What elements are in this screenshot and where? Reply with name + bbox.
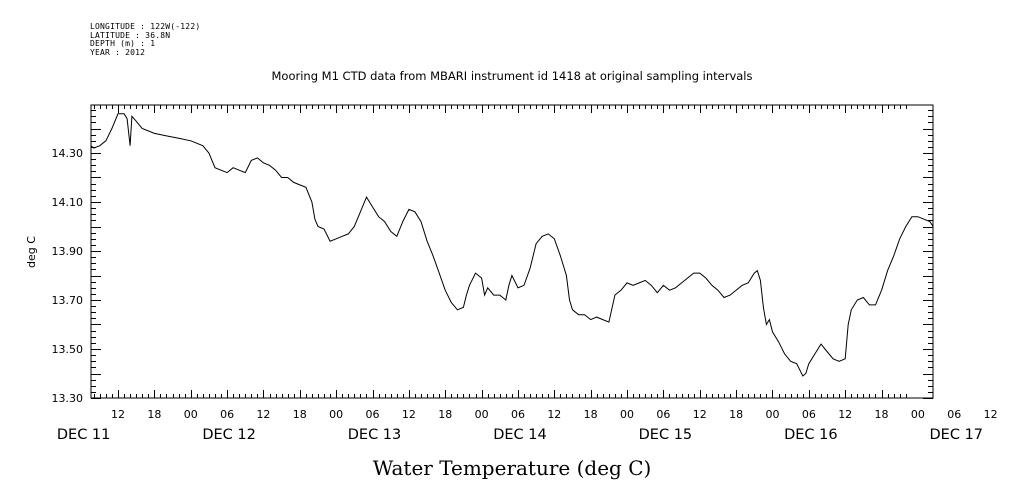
chart-title: Mooring M1 CTD data from MBARI instrumen… [272,69,753,83]
x-tick-label: 18 [293,408,307,421]
x-tick-label: 12 [693,408,707,421]
series-line [90,113,934,377]
x-tick-label: 06 [947,408,961,421]
x-tick-label: 00 [911,408,925,421]
x-tick-label: 12 [402,408,416,421]
x-tick-label: 12 [547,408,561,421]
year-label: YEAR : 2012 [90,47,146,57]
y-tick-labels: 13.30 13.50 13.70 13.90 14.10 14.30 [52,147,84,405]
y-tick-label: 14.30 [52,147,84,160]
day-label: DEC 14 [493,427,547,443]
x-tick-label: 18 [584,408,598,421]
x-tick-label: 06 [511,408,525,421]
x-tick-label: 00 [765,408,779,421]
day-labels: DEC 11 DEC 12 DEC 13 DEC 14 DEC 15 DEC 16 DEC … [57,427,984,443]
x-tick-label: 06 [802,408,816,421]
x-tick-label: 06 [656,408,670,421]
x-tick-label: 18 [438,408,452,421]
latitude-label: LATITUDE : 36.8N [90,30,171,40]
day-label: DEC 17 [930,427,984,443]
x-tick-label: 12 [256,408,270,421]
x-tick-label: 12 [838,408,852,421]
plot-frame [90,104,934,399]
x-tick-label: 00 [475,408,489,421]
x-tick-label: 00 [329,408,343,421]
x-tick-label: 12 [111,408,125,421]
tick-marks [91,105,933,399]
x-tick-label: 00 [620,408,634,421]
y-tick-label: 13.50 [52,343,84,356]
x-tick-label: 18 [875,408,889,421]
day-label: DEC 15 [639,427,693,443]
x-tick-label: 18 [729,408,743,421]
y-tick-label: 13.30 [52,392,84,405]
x-tick-label: 12 [984,408,998,421]
day-label: DEC 12 [202,427,256,443]
day-label: DEC 16 [784,427,838,443]
x-tick-label: 06 [366,408,380,421]
y-tick-label: 13.70 [52,294,84,307]
y-tick-label: 14.10 [52,196,84,209]
longitude-label: LONGITUDE : 122W(-122) [90,22,201,31]
x-tick-label: 06 [220,408,234,421]
y-tick-label: 13.90 [52,245,84,258]
x-axis-label: Water Temperature (deg C) [373,456,652,480]
y-axis-label: deg C [25,236,38,268]
x-tick-label: 00 [184,408,198,421]
depth-label: DEPTH (m) : 1 [90,39,156,48]
day-label: DEC 11 [57,427,111,443]
metadata-block: LONGITUDE : 122W(-122) LATITUDE : 36.8N … [90,22,201,57]
day-label: DEC 13 [348,427,402,443]
x-tick-labels: 12 18 00 06 12 18 00 06 12 18 00 06 12 18 00 06 12 18 00 06… [111,408,998,421]
x-tick-label: 18 [147,408,161,421]
